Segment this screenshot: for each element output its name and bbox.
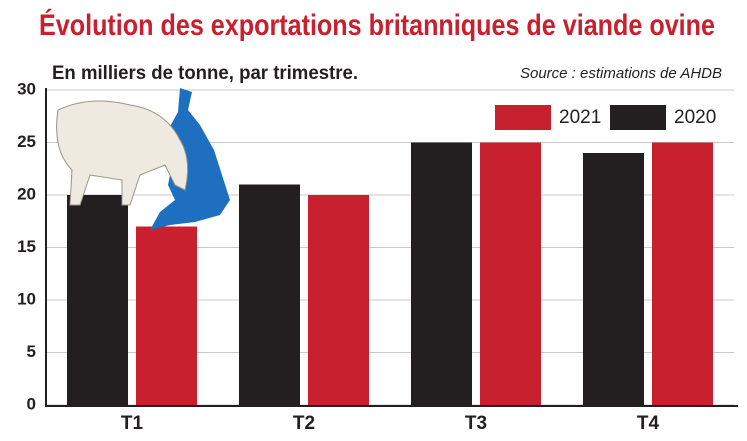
bar [67,195,128,405]
bar [239,184,300,405]
bar [583,153,644,405]
source: Source : estimations de AHDB [520,65,722,82]
bar [480,142,541,405]
bar [652,142,713,405]
uk-map [150,88,230,230]
sheep [56,100,189,206]
bar [308,195,369,405]
y-tick-label: 25 [17,132,36,151]
y-tick-label: 20 [17,184,36,203]
bar [136,226,197,405]
y-tick-label: 5 [27,342,36,361]
y-tick-label: 10 [17,289,36,308]
legend-swatch [495,105,551,130]
y-tick-label: 0 [27,394,36,413]
bar [411,142,472,405]
x-tick-label: T3 [465,413,487,434]
x-tick-label: T1 [121,413,144,434]
legend-label: 2020 [674,107,716,128]
x-tick-label: T2 [293,413,315,434]
legend-label: 2021 [559,107,601,128]
y-tick-label: 30 [17,79,36,98]
legend-swatch [610,105,666,130]
illustration [56,88,230,230]
x-tick-label: T4 [637,413,660,434]
chart-title: Évolution des exportations britanniques … [39,8,715,42]
y-tick-label: 15 [17,237,36,256]
chart-subtitle: En milliers de tonne, par trimestre. [52,63,358,84]
